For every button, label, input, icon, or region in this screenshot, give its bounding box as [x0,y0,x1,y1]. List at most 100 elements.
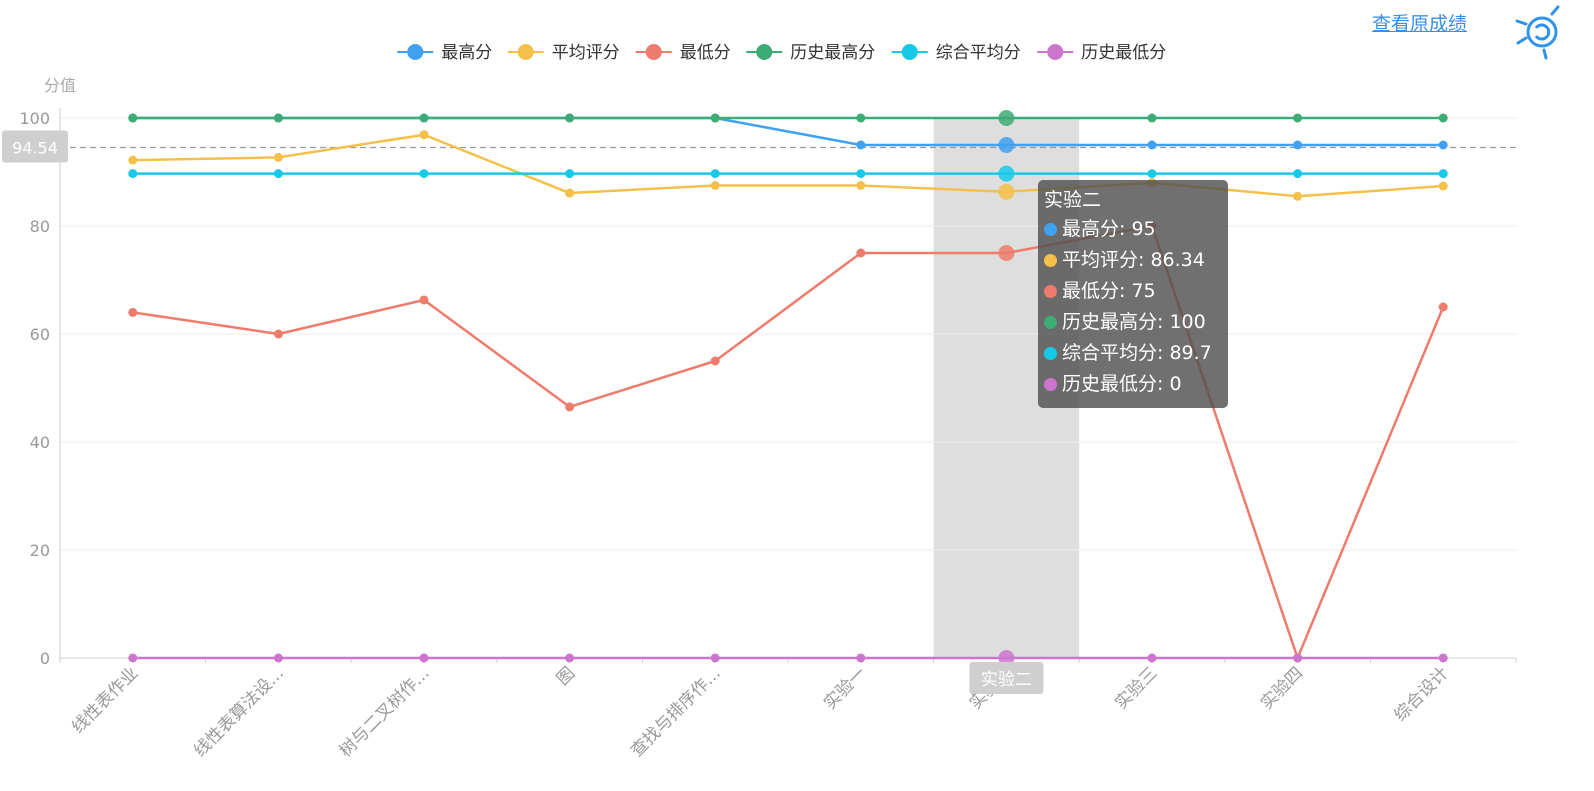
data-point [710,653,720,663]
tooltip-row: 平均评分: 86.34 [1044,245,1228,276]
x-tick-label: 实验三 [1111,663,1161,713]
data-point [419,295,429,305]
data-point [565,402,575,412]
y-tick-label: 20 [30,541,50,560]
data-point [710,181,720,190]
series-line-2 [132,224,1445,660]
x-tick-label: 树与二叉树作... [336,663,434,761]
legend-item[interactable]: 最高分 [397,43,492,63]
data-point [565,113,575,123]
tooltip-row-text: 最高分: 95 [1062,218,1156,240]
data-point [1147,140,1157,150]
data-point [1293,169,1303,179]
data-point [710,113,720,123]
data-point [128,653,138,663]
legend-label: 综合平均分 [936,43,1021,63]
mark-line-label: 94.54 [12,138,58,157]
data-point [1147,169,1157,179]
data-point [1293,113,1303,123]
data-point [998,245,1015,261]
data-point [128,169,138,179]
data-point [419,130,429,140]
y-tick-label: 40 [30,433,50,452]
data-point [565,188,575,198]
data-point [128,155,138,165]
data-point [1147,653,1157,663]
legend-marker [407,44,424,60]
tooltip-dot [1044,347,1057,360]
tooltip-row-text: 历史最高分: 100 [1062,311,1206,333]
tooltip-row: 最低分: 75 [1044,276,1228,307]
legend-label: 历史最低分 [1081,43,1166,63]
y-tick-label: 60 [30,325,50,344]
y-axis-title: 分值 [44,76,76,95]
axis-pointer-label: 实验二 [981,670,1032,690]
data-point [998,165,1015,182]
legend-marker [756,44,773,60]
x-tick-label: 综合设计 [1391,663,1453,725]
tooltip-dot [1044,316,1057,329]
tooltip-row-text: 综合平均分: 89.7 [1062,342,1212,364]
data-point [273,113,283,123]
legend-item[interactable]: 平均评分 [507,43,620,63]
data-point [273,169,283,179]
series-line-0 [132,116,1444,147]
refresh-icon[interactable] [1512,4,1568,60]
tooltip-row: 历史最高分: 100 [1044,307,1228,338]
data-point [1438,169,1448,179]
x-tick-label: 线性表算法设... [190,663,288,761]
legend-item[interactable]: 综合平均分 [891,43,1021,63]
tooltip-row: 最高分: 95 [1044,214,1228,245]
data-point [128,307,138,317]
legend-item[interactable]: 历史最高分 [746,43,875,63]
tooltip-row-text: 历史最低分: 0 [1062,373,1182,395]
data-point [856,653,866,663]
data-point [856,140,866,150]
tooltip-title: 实验二 [1044,189,1102,211]
data-point [419,653,429,663]
tooltip-dot [1044,285,1057,298]
mark-line-label-bg [2,130,68,163]
y-tick-label: 0 [40,649,50,668]
data-point [273,653,283,663]
data-point [128,113,138,123]
legend-marker [645,44,662,60]
legend-label: 最低分 [680,43,731,63]
y-tick-label: 100 [19,109,50,128]
legend-item[interactable]: 最低分 [635,43,731,63]
legend-label: 历史最高分 [790,43,875,63]
data-point [419,113,429,123]
data-point [710,356,720,366]
data-point [998,110,1015,126]
tooltip-row: 历史最低分: 0 [1044,369,1228,400]
data-point [1438,302,1448,312]
data-point [1438,140,1448,150]
x-tick-label: 实验四 [1257,663,1307,713]
x-tick-label: 查找与排序作... [627,663,725,761]
data-point [1293,140,1303,150]
legend-marker [517,44,534,60]
x-tick-label: 图 [553,663,579,689]
data-point [856,169,866,179]
data-point [1438,181,1448,191]
data-point [998,183,1015,200]
x-tick-label: 线性表作业 [68,663,142,737]
tooltip-row-text: 平均评分: 86.34 [1062,249,1205,271]
data-point [1293,653,1303,663]
data-point [856,181,866,190]
data-point [273,152,283,162]
legend-item[interactable]: 历史最低分 [1037,43,1166,63]
view-original-scores-link[interactable]: 查看原成绩 [1372,13,1468,35]
tooltip-row-text: 最低分: 75 [1062,280,1156,302]
tooltip-dot [1044,254,1057,267]
chart-tooltip: 实验二 最高分: 95 平均评分: 86.34 最低分: 75 历史最高分: 1… [1038,180,1228,408]
data-point [565,169,575,179]
data-point [419,169,429,179]
data-point [1293,191,1303,201]
data-point [273,329,283,339]
legend-marker [1047,44,1064,60]
data-point [856,248,866,258]
tooltip-dot [1044,223,1057,236]
